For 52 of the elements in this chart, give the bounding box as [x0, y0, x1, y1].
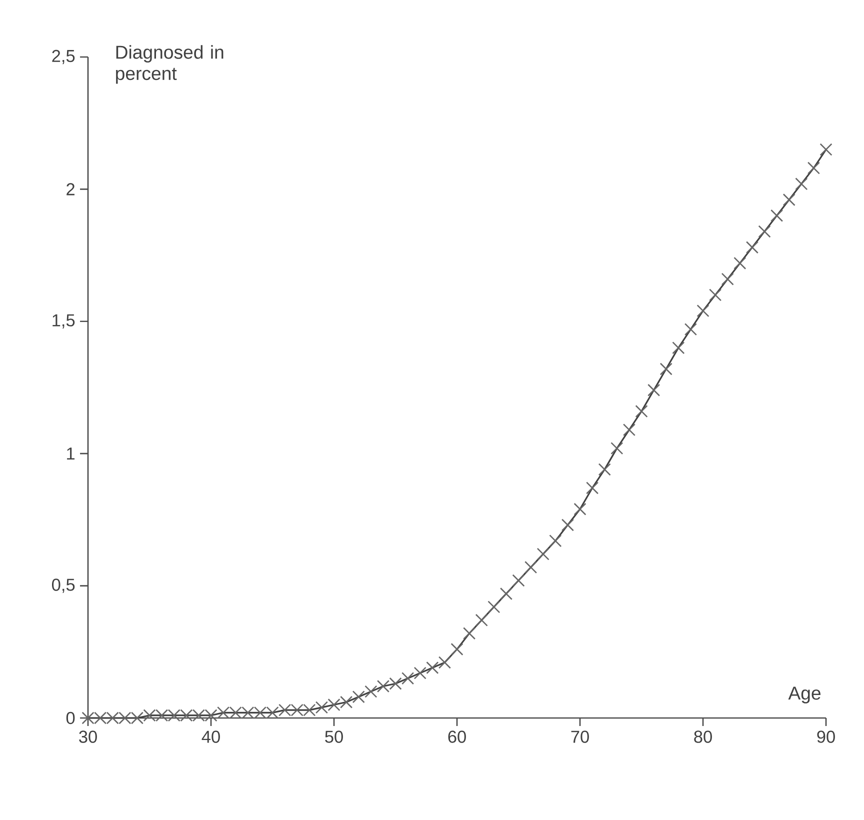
point — [475, 614, 488, 626]
point — [450, 642, 464, 656]
point — [438, 656, 452, 669]
y-tick-label: 0,5 — [52, 578, 75, 593]
point — [414, 666, 426, 680]
x-tick-label: 80 — [694, 730, 712, 743]
point — [549, 534, 562, 548]
point — [561, 518, 574, 532]
point — [536, 548, 550, 560]
point — [795, 178, 808, 190]
point — [463, 627, 476, 640]
point — [696, 304, 710, 318]
x-tick-label: 90 — [817, 730, 835, 743]
point — [352, 690, 365, 704]
y-tick-label: 1,5 — [52, 314, 75, 328]
point — [709, 288, 722, 302]
point — [770, 209, 784, 222]
x-tick-label: 40 — [202, 730, 220, 743]
point — [512, 574, 525, 587]
point — [426, 661, 439, 674]
y-tick-label: 0 — [66, 712, 75, 724]
x-tick-label: 70 — [571, 730, 589, 743]
point — [364, 685, 378, 698]
point — [746, 241, 759, 254]
point — [684, 323, 698, 336]
point — [672, 342, 685, 354]
x-axis-title: Age — [788, 686, 820, 704]
y-axis-title: Diagnosed in percent — [116, 45, 224, 84]
point — [734, 256, 746, 270]
point — [660, 362, 672, 376]
point — [758, 225, 771, 238]
y-tick-label: 2,5 — [52, 50, 75, 64]
y-tick-label: 2 — [66, 183, 74, 196]
x-tick-label: 30 — [79, 730, 97, 743]
point — [820, 143, 832, 156]
point — [622, 423, 636, 436]
y-tick-label: 1 — [67, 448, 75, 460]
point — [488, 600, 500, 614]
point — [500, 587, 513, 600]
point — [807, 162, 820, 174]
point — [402, 672, 414, 685]
x-tick-label: 60 — [448, 730, 466, 743]
point — [610, 442, 624, 455]
point — [721, 272, 734, 286]
point — [648, 384, 660, 396]
point — [782, 193, 796, 206]
point — [586, 482, 599, 494]
point — [598, 463, 611, 476]
point — [635, 404, 648, 418]
point — [524, 560, 538, 574]
point — [574, 502, 586, 516]
x-tick-label: 50 — [325, 730, 343, 743]
